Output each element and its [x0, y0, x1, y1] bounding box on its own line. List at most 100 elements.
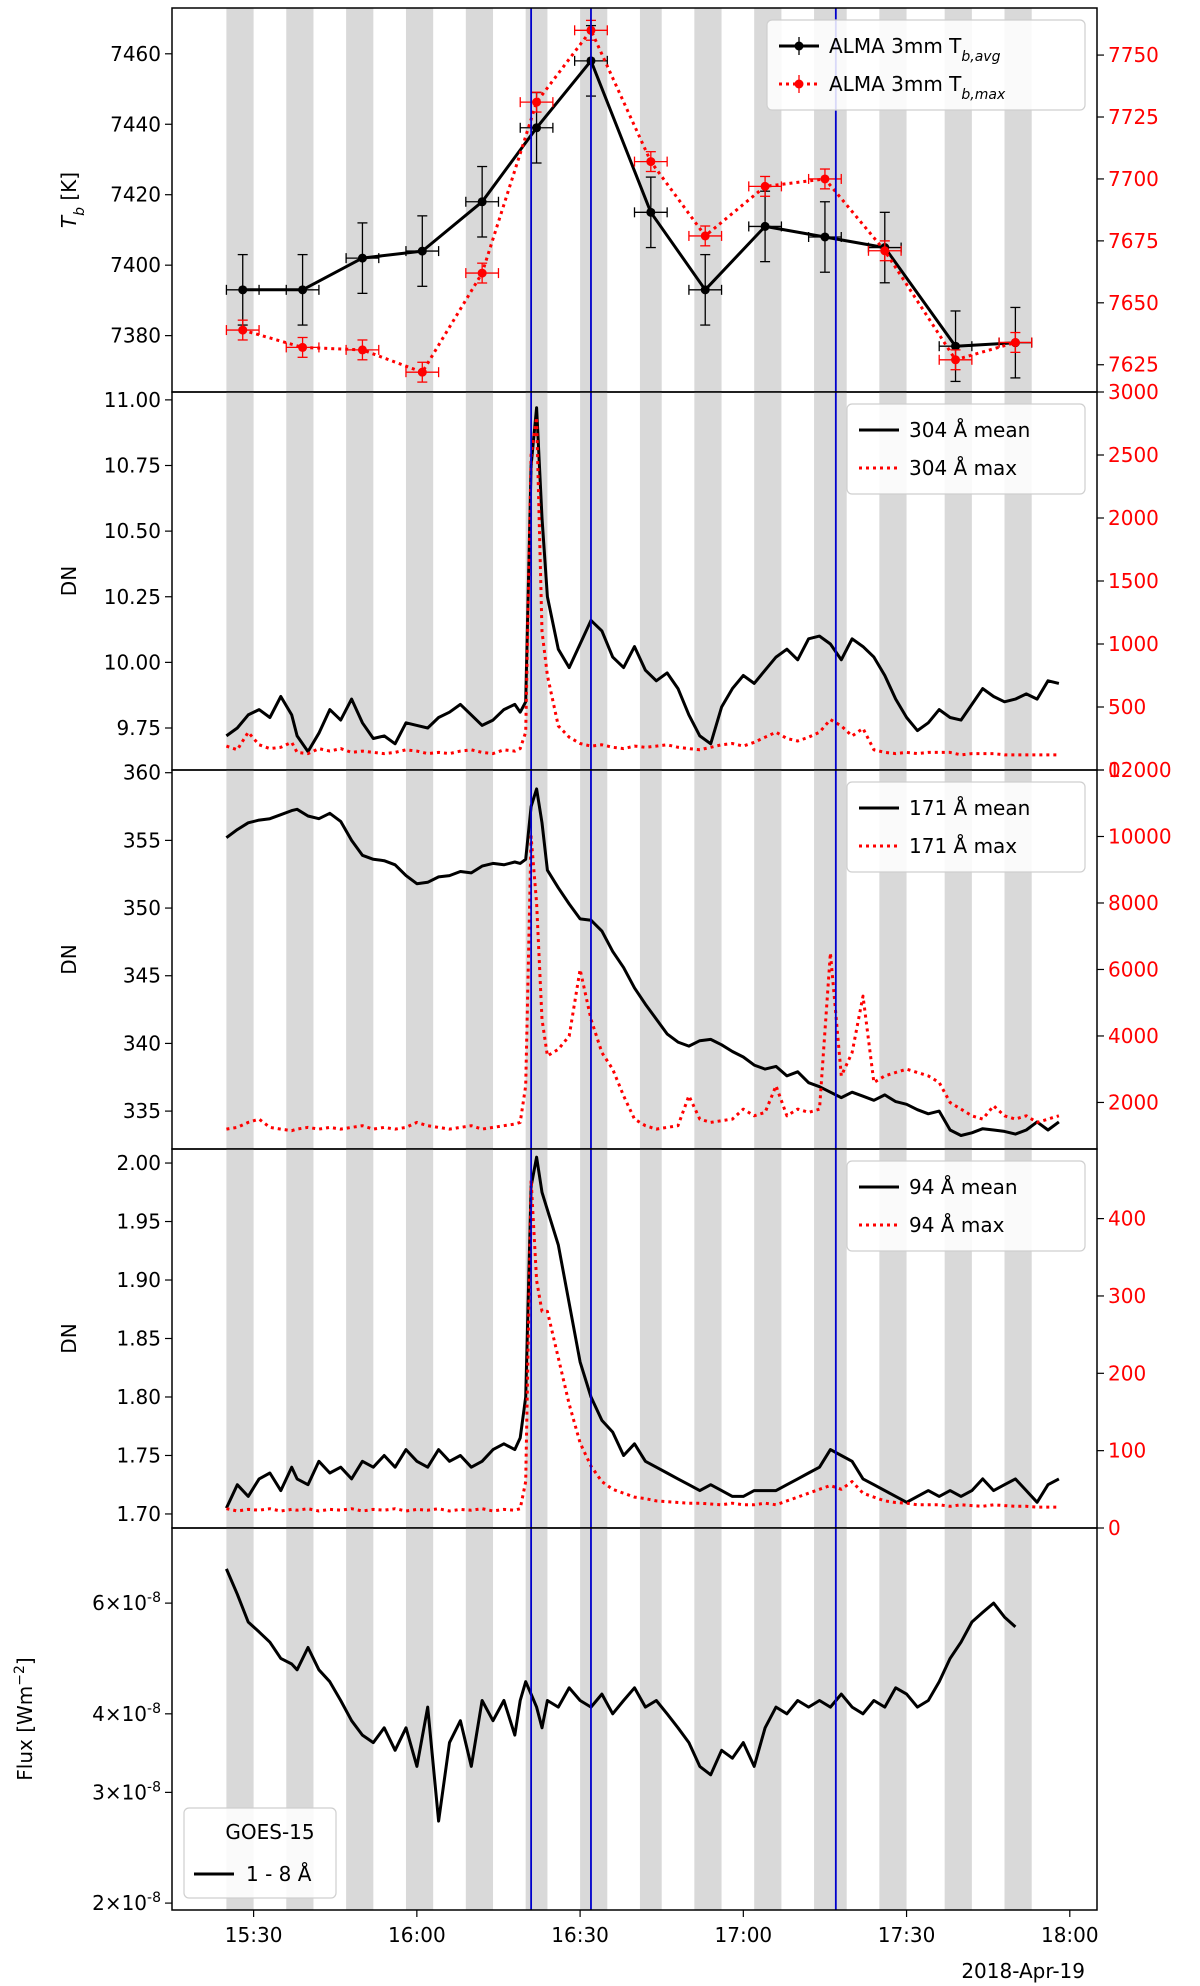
legend: 94 Å mean 94 Å max: [846, 1160, 1086, 1252]
data-point: [238, 325, 248, 335]
y-tick-label-left: 4×10-8: [92, 1701, 161, 1726]
y-tick-label-right: 1000: [1108, 632, 1159, 656]
shaded-band: [286, 770, 314, 1149]
y-tick-label-left: 10.25: [104, 585, 161, 609]
shaded-bands: [226, 1528, 1032, 1910]
y-tick-label-left: 11.00: [104, 388, 161, 412]
shaded-band: [814, 392, 847, 770]
data-point: [951, 341, 961, 351]
legend-label: 171 Å mean: [909, 796, 1030, 820]
shaded-band: [346, 8, 374, 392]
data-point: [532, 123, 542, 133]
y-tick-label-right: 7650: [1108, 291, 1159, 315]
shaded-band: [879, 1528, 907, 1910]
y-axis-label: Tb [K]: [57, 172, 88, 228]
y-tick-label-right: 7675: [1108, 229, 1159, 253]
shaded-band: [286, 392, 314, 770]
shaded-band: [405, 1149, 434, 1528]
shaded-band: [405, 392, 434, 770]
panel-304: 9.75 10.00 10.25 10.50 10.75 11.00 0 500 1000 150…: [57, 380, 1159, 782]
shaded-band: [639, 1149, 662, 1528]
data-point: [820, 174, 830, 184]
y-tick-label-right: 0: [1108, 758, 1121, 782]
y-tick-label-left: 7460: [110, 42, 161, 66]
data-point: [1010, 337, 1020, 347]
shaded-band: [814, 1528, 847, 1910]
data-point: [880, 246, 890, 256]
y-tick-label-right: 7750: [1108, 43, 1159, 67]
legend-label: 1 - 8 Å: [246, 1862, 312, 1886]
shaded-band: [580, 770, 608, 1149]
y-tick-label-left: 7380: [110, 324, 161, 348]
series-group: [225, 1155, 1060, 1513]
y-tick-label-right: 1500: [1108, 569, 1159, 593]
data-point: [298, 285, 308, 295]
y-tick-label-left: 1.80: [116, 1385, 161, 1409]
series-group: [225, 406, 1060, 757]
y-tick-label-right: 2000: [1108, 1090, 1159, 1114]
y-tick-label-right: 4000: [1108, 1024, 1159, 1048]
shaded-band: [639, 392, 662, 770]
shaded-band: [286, 1149, 314, 1528]
legend-box: [766, 19, 1086, 111]
y-axis-label: DN: [57, 1323, 81, 1353]
legend: 171 Å mean 171 Å max: [846, 781, 1086, 873]
data-point: [646, 207, 656, 217]
shaded-band: [639, 770, 662, 1149]
series-group: [225, 787, 1060, 1137]
shaded-band: [754, 392, 782, 770]
data-point: [951, 355, 961, 365]
shaded-band: [694, 8, 722, 392]
series-line-max: [226, 1178, 1059, 1513]
shaded-band: [694, 1149, 722, 1528]
shaded-band: [580, 8, 608, 392]
shaded-band: [580, 392, 608, 770]
y-tick-label-right: 8000: [1108, 891, 1159, 915]
shaded-band: [465, 392, 494, 770]
data-point: [820, 232, 830, 242]
shaded-band: [580, 1149, 608, 1528]
shaded-band: [226, 392, 254, 770]
y-tick-label-right: 7625: [1108, 353, 1159, 377]
y-axis-label: Flux [Wm−2]: [12, 1657, 37, 1780]
legend-label: 94 Å mean: [909, 1175, 1018, 1199]
y-tick-label-left: 350: [123, 896, 161, 920]
y-tick-label-left: 7400: [110, 253, 161, 277]
y-tick-label-left: 340: [123, 1031, 161, 1055]
panel-goes: 2×10-8 3×10-8 4×10-8 6×10-8 Flux [Wm−2] GOES-…: [12, 1527, 1098, 1915]
panel-171: 335 340 345 350 355 360 2000 4000 6000 8000 10000 1…: [57, 758, 1172, 1150]
shaded-band: [754, 1528, 782, 1910]
shaded-band: [694, 770, 722, 1149]
data-point: [532, 97, 542, 107]
legend-label: 304 Å mean: [909, 418, 1030, 442]
x-tick-label: 18:00: [1041, 1923, 1099, 1947]
data-point: [417, 246, 427, 256]
legend-box: [846, 1160, 1086, 1252]
legend-label: ALMA 3mm Tb,max: [829, 72, 1006, 103]
y-tick-label-right: 500: [1108, 695, 1146, 719]
series-line-mean: [225, 1568, 1017, 1823]
y-tick-label-left: 1.85: [116, 1327, 161, 1351]
y-tick-label-right: 100: [1108, 1439, 1146, 1463]
y-tick-label-left: 2.00: [116, 1151, 161, 1175]
series-line-max: [225, 415, 1059, 757]
y-tick-label-left: 1.75: [116, 1443, 161, 1467]
data-point: [477, 197, 487, 207]
y-tick-label-left: 345: [123, 964, 161, 988]
y-tick-label-right: 2500: [1108, 443, 1159, 467]
data-point: [760, 181, 770, 191]
shaded-band: [1004, 1528, 1032, 1910]
data-point: [357, 345, 367, 355]
legend-title: GOES-15: [225, 1820, 314, 1844]
shaded-band: [754, 1149, 782, 1528]
shaded-band: [226, 1149, 254, 1528]
x-tick-label: 17:30: [878, 1923, 936, 1947]
shaded-band: [525, 8, 548, 392]
y-tick-label-right: 200: [1108, 1361, 1146, 1385]
panel-94: 1.70 1.75 1.80 1.85 1.90 1.95 2.00 0 100 200 300 40…: [57, 1148, 1146, 1540]
data-point: [417, 367, 427, 377]
y-tick-label-left: 6×10-8: [92, 1590, 161, 1615]
series-line-mean: [225, 1155, 1060, 1509]
y-tick-label-left: 1.90: [116, 1268, 161, 1292]
